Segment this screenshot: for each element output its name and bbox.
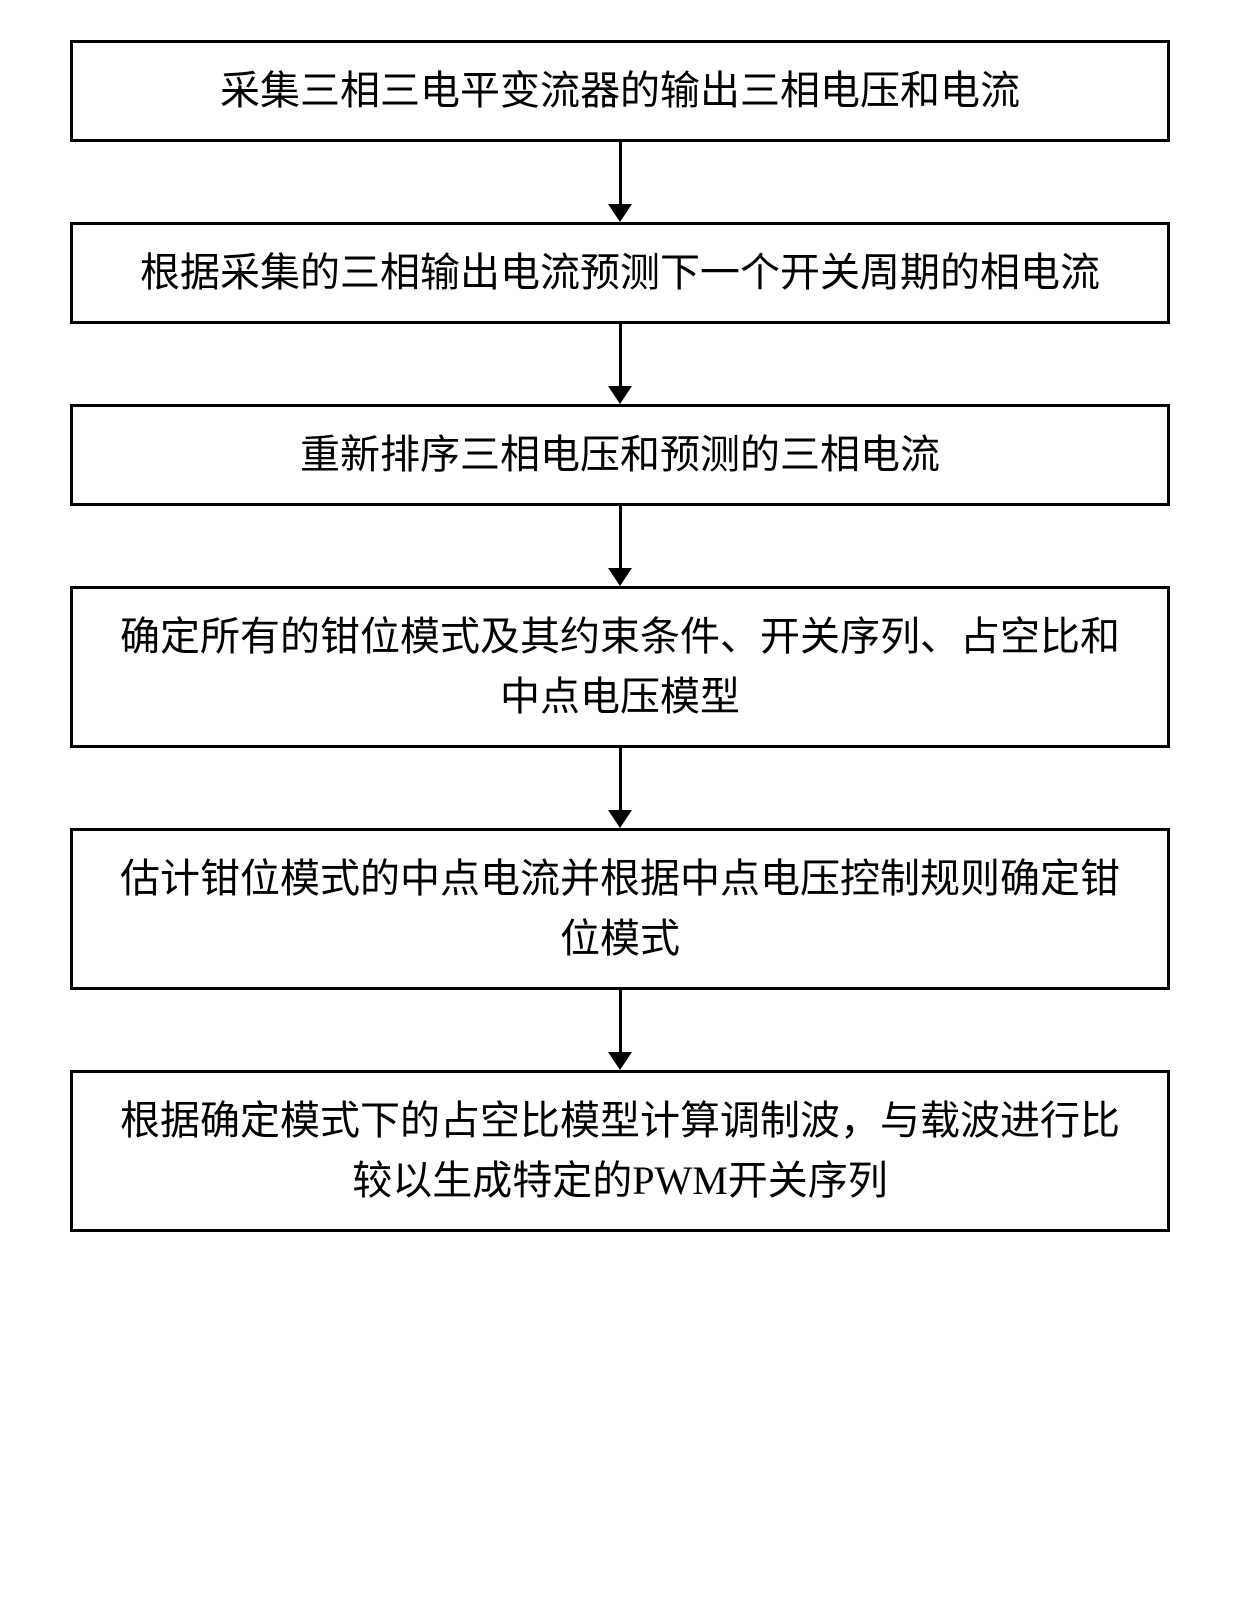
- flowchart-step-4: 确定所有的钳位模式及其约束条件、开关序列、占空比和中点电压模型: [70, 586, 1170, 748]
- step-text: 根据采集的三相输出电流预测下一个开关周期的相电流: [140, 243, 1100, 303]
- step-text: 采集三相三电平变流器的输出三相电压和电流: [220, 61, 1020, 121]
- arrow-line: [619, 990, 622, 1052]
- arrow-line: [619, 506, 622, 568]
- arrow-down-icon: [608, 506, 632, 586]
- step-text: 确定所有的钳位模式及其约束条件、开关序列、占空比和中点电压模型: [103, 607, 1137, 727]
- flowchart-step-1: 采集三相三电平变流器的输出三相电压和电流: [70, 40, 1170, 142]
- arrow-line: [619, 142, 622, 204]
- arrow-head: [608, 204, 632, 222]
- flowchart-step-6: 根据确定模式下的占空比模型计算调制波，与载波进行比较以生成特定的PWM开关序列: [70, 1070, 1170, 1232]
- arrow-line: [619, 324, 622, 386]
- flowchart-step-3: 重新排序三相电压和预测的三相电流: [70, 404, 1170, 506]
- arrow-down-icon: [608, 748, 632, 828]
- arrow-down-icon: [608, 142, 632, 222]
- step-text: 估计钳位模式的中点电流并根据中点电压控制规则确定钳位模式: [103, 849, 1137, 969]
- arrow-down-icon: [608, 990, 632, 1070]
- flowchart-step-5: 估计钳位模式的中点电流并根据中点电压控制规则确定钳位模式: [70, 828, 1170, 990]
- flowchart-step-2: 根据采集的三相输出电流预测下一个开关周期的相电流: [70, 222, 1170, 324]
- arrow-line: [619, 748, 622, 810]
- step-text: 重新排序三相电压和预测的三相电流: [300, 425, 940, 485]
- arrow-head: [608, 1052, 632, 1070]
- arrow-down-icon: [608, 324, 632, 404]
- arrow-head: [608, 568, 632, 586]
- step-text: 根据确定模式下的占空比模型计算调制波，与载波进行比较以生成特定的PWM开关序列: [103, 1091, 1137, 1211]
- flowchart-container: 采集三相三电平变流器的输出三相电压和电流 根据采集的三相输出电流预测下一个开关周…: [70, 40, 1170, 1232]
- arrow-head: [608, 386, 632, 404]
- arrow-head: [608, 810, 632, 828]
